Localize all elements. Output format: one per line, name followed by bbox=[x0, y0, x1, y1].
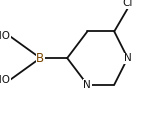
Text: B: B bbox=[36, 52, 44, 65]
Text: HO: HO bbox=[0, 31, 10, 41]
Text: N: N bbox=[83, 80, 91, 90]
Text: Cl: Cl bbox=[122, 0, 133, 8]
Text: N: N bbox=[124, 53, 132, 63]
Text: HO: HO bbox=[0, 75, 10, 85]
